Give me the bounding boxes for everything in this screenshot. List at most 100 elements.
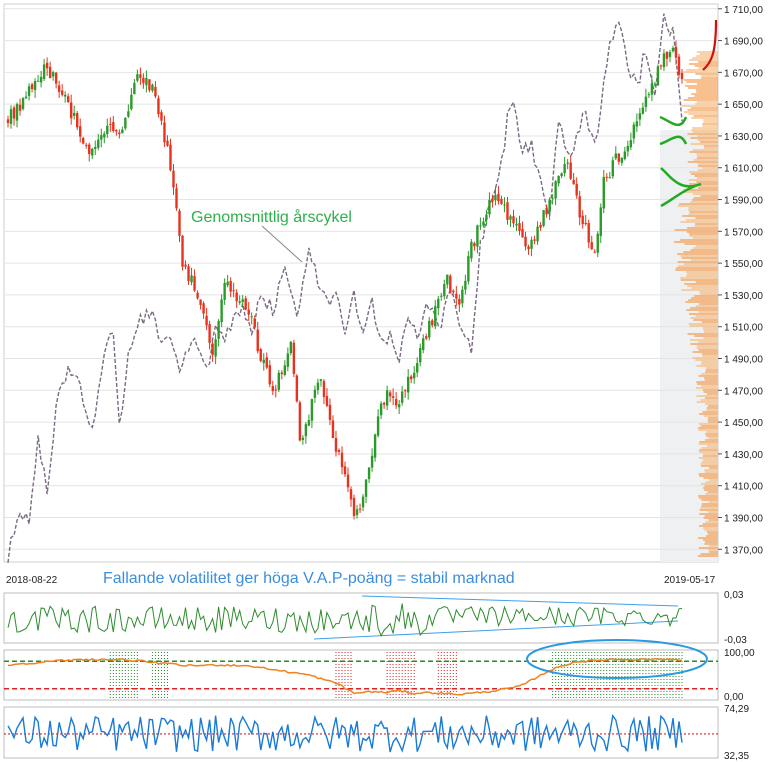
candle-body bbox=[491, 198, 494, 202]
candle bbox=[124, 117, 127, 131]
candle bbox=[301, 435, 305, 445]
candle bbox=[623, 146, 627, 161]
candle-body bbox=[325, 396, 329, 406]
candle-body bbox=[175, 188, 178, 209]
candle-body bbox=[361, 496, 365, 508]
candle bbox=[467, 251, 470, 285]
candle-body bbox=[428, 320, 431, 338]
candle-body bbox=[443, 284, 446, 297]
candle-body bbox=[644, 96, 648, 107]
candle bbox=[494, 186, 497, 206]
candle-body bbox=[419, 348, 422, 363]
candle-body bbox=[66, 96, 70, 103]
candle bbox=[208, 320, 211, 350]
candle-body bbox=[178, 210, 181, 236]
candle bbox=[620, 156, 624, 166]
candle-body bbox=[473, 243, 476, 247]
candle bbox=[148, 79, 151, 93]
candle bbox=[184, 260, 187, 270]
candle bbox=[42, 58, 46, 81]
candle-body bbox=[680, 72, 684, 80]
candle bbox=[60, 84, 64, 97]
candle bbox=[464, 274, 467, 295]
candle bbox=[142, 73, 145, 89]
candle bbox=[214, 333, 217, 365]
candle bbox=[388, 390, 392, 403]
candle-body bbox=[241, 299, 244, 303]
candle-body bbox=[109, 123, 112, 125]
candle-body bbox=[337, 449, 341, 452]
price-tick-label: 1 630,00 bbox=[724, 132, 763, 143]
candle bbox=[488, 192, 491, 218]
price-tick-label: 1 390,00 bbox=[724, 513, 763, 524]
candle bbox=[268, 360, 271, 388]
candle-body bbox=[563, 164, 566, 174]
candle-body bbox=[626, 145, 630, 152]
candle bbox=[668, 49, 672, 63]
candle bbox=[85, 142, 88, 149]
price-panel-frame bbox=[3, 3, 719, 563]
candle bbox=[391, 388, 395, 406]
candle bbox=[118, 129, 121, 139]
candle-body bbox=[154, 86, 157, 97]
candle bbox=[193, 269, 196, 292]
candle bbox=[370, 448, 374, 472]
candle bbox=[406, 369, 410, 400]
candle-body bbox=[256, 329, 259, 352]
candle bbox=[455, 286, 458, 307]
candle bbox=[449, 274, 452, 294]
candle-body bbox=[397, 404, 401, 408]
candle-body bbox=[581, 215, 584, 225]
candle-body bbox=[316, 382, 320, 390]
candle bbox=[88, 142, 91, 162]
candle-body bbox=[136, 74, 139, 81]
candle bbox=[15, 102, 19, 128]
candle-body bbox=[620, 158, 624, 163]
candle-body bbox=[349, 489, 353, 500]
candle bbox=[27, 83, 31, 101]
candle-body bbox=[205, 315, 208, 326]
candle bbox=[130, 88, 133, 111]
candle bbox=[283, 360, 287, 377]
candle bbox=[349, 486, 353, 507]
candle-body bbox=[403, 390, 407, 392]
candle-body bbox=[271, 386, 274, 392]
candle-body bbox=[244, 298, 247, 310]
candle-body bbox=[467, 256, 470, 282]
candle bbox=[599, 203, 602, 244]
candle bbox=[542, 210, 545, 228]
oscillator-panel-frame bbox=[3, 706, 719, 759]
candle bbox=[51, 70, 55, 81]
candle-body bbox=[367, 467, 371, 480]
candle-body bbox=[425, 336, 428, 339]
candle bbox=[205, 307, 208, 330]
candle bbox=[413, 366, 416, 384]
candle bbox=[605, 173, 608, 182]
price-tick-label: 1 510,00 bbox=[724, 323, 763, 334]
candle-body bbox=[542, 210, 545, 226]
candle-body bbox=[455, 293, 458, 299]
candle-body bbox=[106, 125, 109, 135]
candle-body bbox=[656, 66, 660, 86]
candle-body bbox=[160, 112, 163, 121]
candle bbox=[656, 64, 660, 86]
candle bbox=[292, 339, 296, 378]
candle bbox=[379, 401, 383, 420]
candle-body bbox=[286, 353, 290, 367]
candle-body bbox=[482, 221, 485, 226]
candle-body bbox=[100, 135, 103, 140]
candle bbox=[479, 217, 482, 230]
candle-body bbox=[382, 402, 386, 405]
price-tick-label: 1 370,00 bbox=[724, 545, 763, 556]
candle bbox=[548, 197, 551, 220]
candle bbox=[452, 289, 455, 296]
candle-body bbox=[112, 122, 115, 131]
candle bbox=[434, 300, 437, 330]
candle-body bbox=[30, 84, 34, 89]
volatility-trend-upper bbox=[361, 595, 679, 607]
candle bbox=[674, 40, 678, 65]
candle-body bbox=[659, 65, 663, 67]
candle-body bbox=[196, 292, 199, 299]
candle bbox=[515, 217, 518, 232]
candle bbox=[611, 156, 614, 179]
